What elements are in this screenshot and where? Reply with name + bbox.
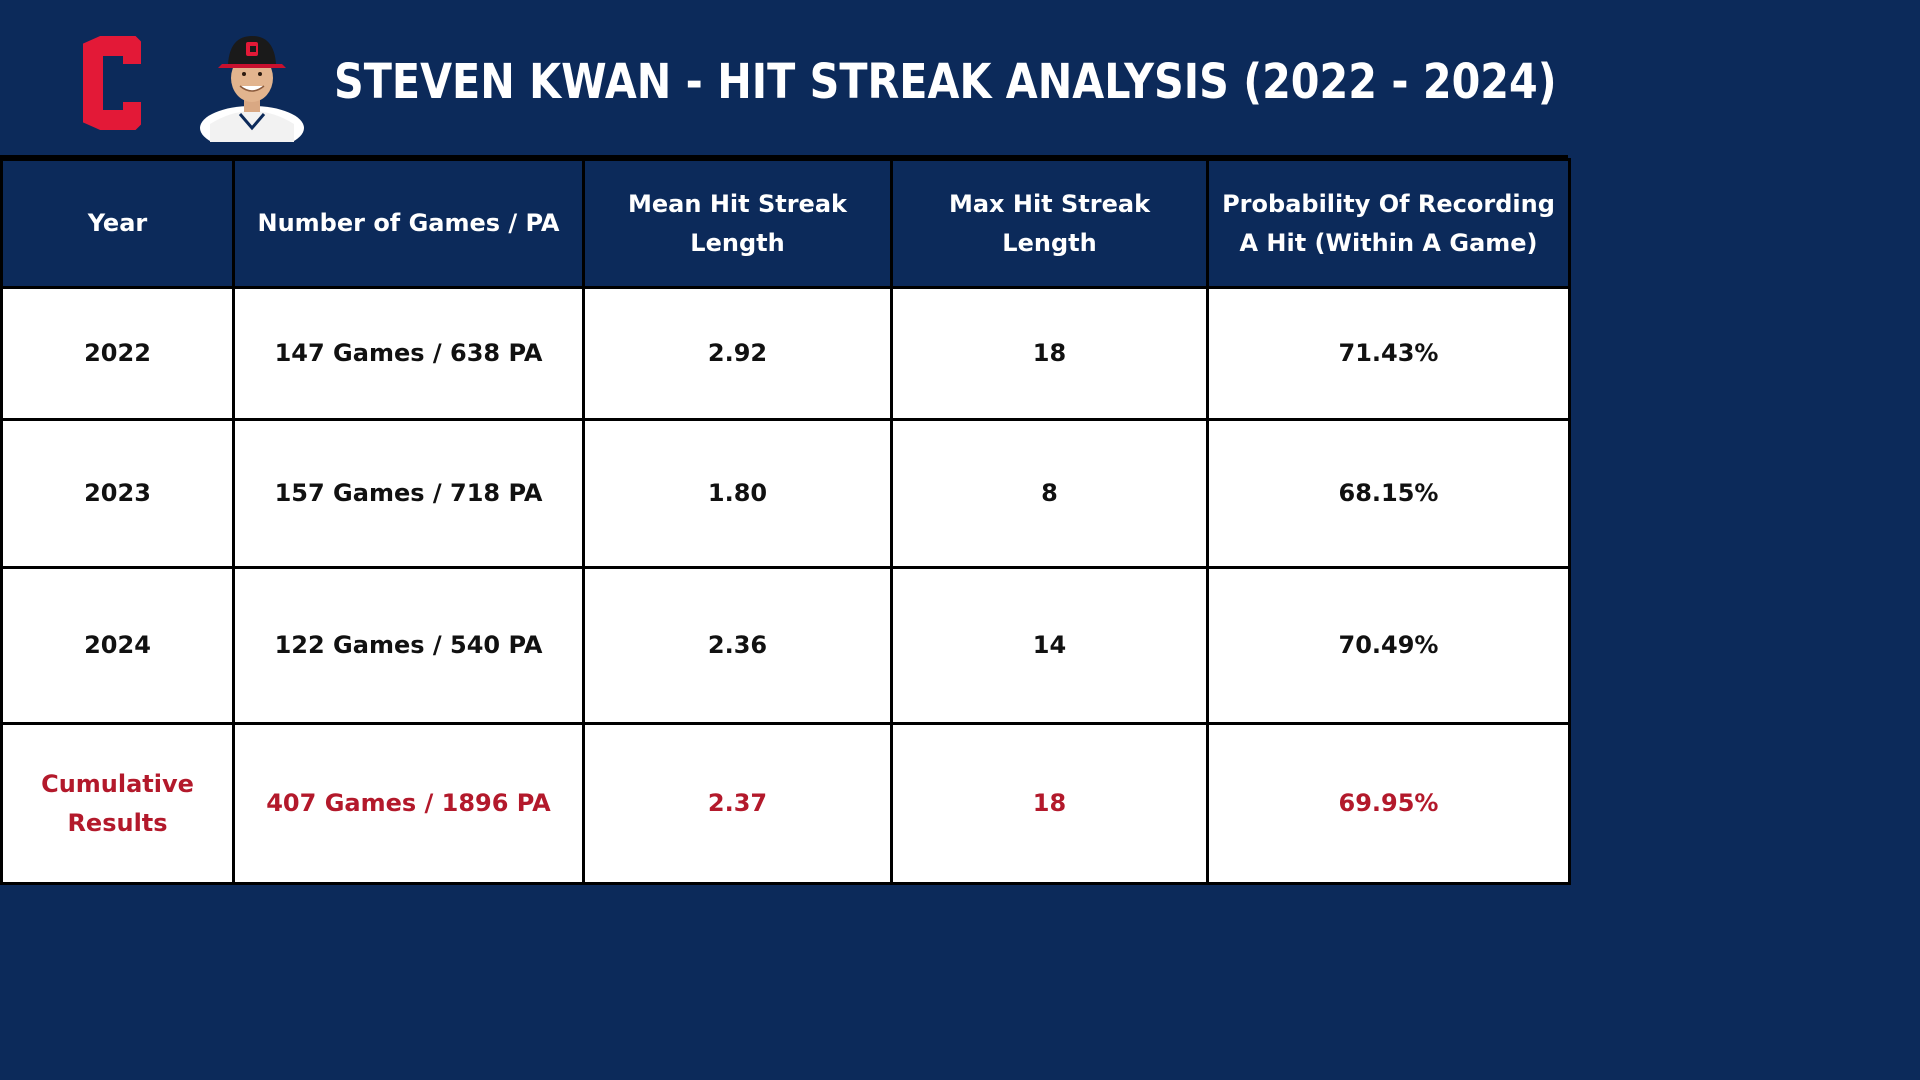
column-header-games-pa: Number of Games / PA bbox=[232, 158, 585, 289]
games-pa-cell: 407 Games / 1896 PA bbox=[232, 722, 585, 885]
year-cell: 2022 bbox=[0, 286, 235, 421]
year-cell: 2024 bbox=[0, 566, 235, 725]
games-pa-cell: 157 Games / 718 PA bbox=[232, 418, 585, 569]
hit-probability-cell: 71.43% bbox=[1206, 286, 1571, 421]
column-header-max-streak: Max Hit Streak Length bbox=[890, 158, 1209, 289]
cumulative-label-cell: Cumulative Results bbox=[0, 722, 235, 885]
year-cell: 2023 bbox=[0, 418, 235, 569]
mean-streak-cell: 2.36 bbox=[582, 566, 893, 725]
max-streak-cell: 18 bbox=[890, 722, 1209, 885]
hit-probability-cell: 69.95% bbox=[1206, 722, 1571, 885]
hit-probability-cell: 68.15% bbox=[1206, 418, 1571, 569]
games-pa-cell: 147 Games / 638 PA bbox=[232, 286, 585, 421]
mean-streak-cell: 1.80 bbox=[582, 418, 893, 569]
table-header-row: Year Number of Games / PA Mean Hit Strea… bbox=[0, 158, 1571, 289]
mean-streak-cell: 2.92 bbox=[582, 286, 893, 421]
player-headshot-avatar bbox=[200, 36, 304, 142]
column-header-year: Year bbox=[0, 158, 235, 289]
column-header-hit-probability: Probability Of Recording A Hit (Within A… bbox=[1206, 158, 1571, 289]
table-row: 2024 122 Games / 540 PA 2.36 14 70.49% bbox=[0, 566, 1571, 725]
page-title: STEVEN KWAN - HIT STREAK ANALYSIS (2022 … bbox=[334, 54, 1557, 110]
table-row: 2022 147 Games / 638 PA 2.92 18 71.43% bbox=[0, 286, 1571, 421]
max-streak-cell: 8 bbox=[890, 418, 1209, 569]
infographic-frame: STEVEN KWAN - HIT STREAK ANALYSIS (2022 … bbox=[0, 0, 1571, 885]
header-banner: STEVEN KWAN - HIT STREAK ANALYSIS (2022 … bbox=[0, 0, 1568, 158]
cumulative-row: Cumulative Results 407 Games / 1896 PA 2… bbox=[0, 722, 1571, 885]
table-row: 2023 157 Games / 718 PA 1.80 8 68.15% bbox=[0, 418, 1571, 569]
max-streak-cell: 18 bbox=[890, 286, 1209, 421]
hit-probability-cell: 70.49% bbox=[1206, 566, 1571, 725]
games-pa-cell: 122 Games / 540 PA bbox=[232, 566, 585, 725]
max-streak-cell: 14 bbox=[890, 566, 1209, 725]
hit-streak-table: Year Number of Games / PA Mean Hit Strea… bbox=[0, 158, 1571, 885]
column-header-mean-streak: Mean Hit Streak Length bbox=[582, 158, 893, 289]
mean-streak-cell: 2.37 bbox=[582, 722, 893, 885]
team-c-logo-icon bbox=[81, 35, 143, 131]
